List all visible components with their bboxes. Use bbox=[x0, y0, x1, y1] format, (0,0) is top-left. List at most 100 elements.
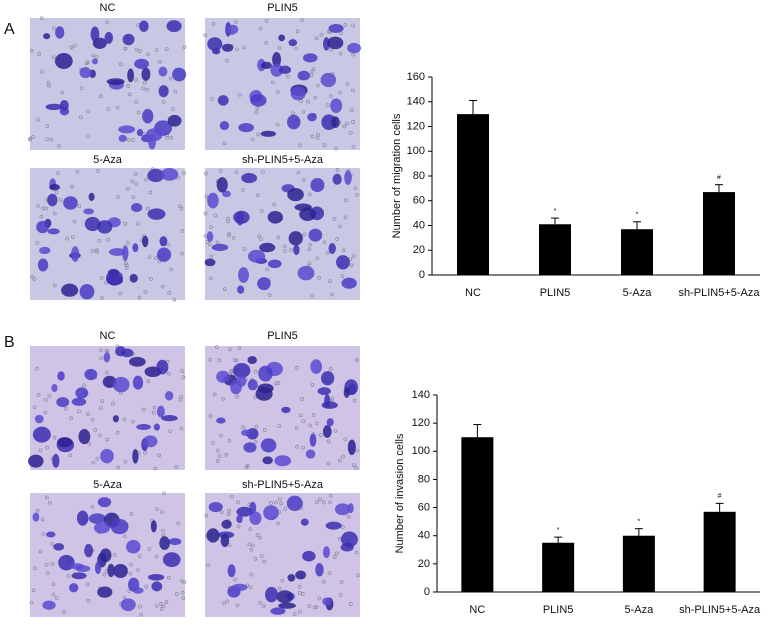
pore bbox=[292, 612, 297, 616]
pore bbox=[116, 194, 120, 199]
pore bbox=[295, 444, 299, 449]
cell bbox=[320, 371, 335, 386]
pore bbox=[333, 428, 338, 433]
pore bbox=[129, 562, 133, 567]
pore bbox=[277, 424, 282, 428]
pore bbox=[33, 566, 37, 571]
cell bbox=[322, 425, 332, 438]
cell bbox=[328, 243, 336, 255]
pore bbox=[279, 501, 284, 506]
pore bbox=[180, 251, 184, 256]
pore bbox=[99, 276, 104, 280]
pore bbox=[220, 510, 224, 515]
pore bbox=[168, 429, 173, 433]
pore bbox=[351, 120, 355, 124]
significance-mark: # bbox=[717, 175, 721, 182]
cell bbox=[315, 563, 324, 577]
cell bbox=[340, 531, 358, 548]
pore bbox=[136, 568, 140, 573]
pore bbox=[307, 192, 312, 197]
y-axis-label: Number of invasion cells bbox=[394, 433, 406, 553]
pore bbox=[169, 136, 174, 140]
cell bbox=[267, 210, 283, 224]
cell bbox=[206, 231, 214, 243]
pore bbox=[154, 554, 159, 559]
cell bbox=[127, 68, 135, 83]
pore bbox=[340, 274, 345, 278]
cell bbox=[118, 134, 127, 143]
bar bbox=[457, 114, 489, 275]
cell bbox=[317, 387, 331, 396]
pore bbox=[217, 454, 222, 458]
pore bbox=[181, 375, 186, 379]
pore bbox=[221, 396, 225, 401]
pore bbox=[235, 394, 240, 399]
pore bbox=[46, 80, 51, 85]
pore bbox=[179, 426, 184, 431]
pore bbox=[90, 504, 95, 509]
pore bbox=[129, 512, 134, 516]
pore bbox=[307, 247, 312, 252]
pore bbox=[147, 255, 152, 260]
pore bbox=[52, 283, 57, 288]
pore bbox=[37, 52, 41, 56]
pore bbox=[137, 295, 142, 300]
pore bbox=[334, 146, 338, 151]
pore bbox=[276, 381, 281, 385]
cell bbox=[217, 95, 229, 106]
pore bbox=[57, 144, 62, 148]
pore bbox=[236, 500, 240, 505]
pore bbox=[204, 171, 208, 176]
pore bbox=[178, 397, 183, 402]
pore bbox=[286, 74, 290, 79]
cell bbox=[334, 503, 351, 516]
pore bbox=[180, 229, 185, 233]
pore bbox=[241, 425, 245, 430]
x-tick-label: sh-PLIN5+5-Aza bbox=[678, 287, 760, 299]
pore bbox=[172, 297, 177, 302]
pore bbox=[301, 178, 306, 182]
pore bbox=[282, 244, 287, 249]
cell bbox=[147, 168, 165, 183]
pore bbox=[134, 182, 138, 186]
pore bbox=[326, 461, 331, 466]
pore bbox=[227, 543, 232, 548]
pore bbox=[307, 604, 312, 608]
cell bbox=[270, 63, 283, 77]
x-tick-label: 5-Aza bbox=[623, 287, 653, 299]
pore bbox=[54, 596, 59, 600]
pore bbox=[123, 261, 128, 266]
pore bbox=[315, 135, 320, 140]
pore bbox=[322, 240, 327, 245]
pore bbox=[176, 521, 181, 526]
cell bbox=[328, 23, 344, 34]
pore bbox=[248, 585, 253, 590]
pore bbox=[297, 584, 302, 589]
pore bbox=[210, 97, 214, 101]
pore bbox=[227, 231, 231, 236]
pore bbox=[157, 453, 161, 458]
pore bbox=[349, 602, 353, 606]
cell bbox=[93, 522, 110, 534]
cell bbox=[147, 573, 165, 581]
y-tick-label: 120 bbox=[412, 417, 430, 429]
pore bbox=[119, 62, 123, 67]
cell bbox=[341, 277, 357, 289]
pore bbox=[127, 589, 132, 594]
pore bbox=[111, 401, 115, 406]
pore bbox=[51, 26, 56, 31]
pore bbox=[146, 379, 151, 384]
pore bbox=[159, 510, 164, 514]
pore bbox=[259, 237, 263, 241]
micrograph bbox=[30, 167, 187, 302]
cell bbox=[161, 415, 178, 422]
pore bbox=[314, 36, 319, 41]
pore bbox=[154, 48, 159, 52]
pore bbox=[237, 346, 242, 350]
cell bbox=[236, 506, 253, 517]
cell bbox=[43, 33, 51, 40]
pore bbox=[68, 453, 73, 458]
cell bbox=[47, 193, 58, 207]
cell bbox=[54, 53, 73, 69]
pore bbox=[143, 451, 147, 455]
